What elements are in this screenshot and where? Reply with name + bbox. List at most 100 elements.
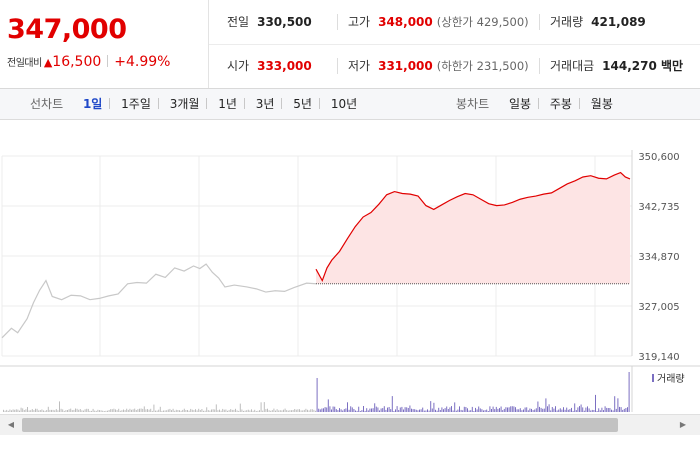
volume-bar bbox=[95, 410, 97, 412]
chart-scrollbar[interactable]: ◀ ▶ bbox=[0, 414, 700, 435]
volume-bar bbox=[207, 410, 209, 412]
volume-bar bbox=[239, 403, 241, 412]
volume-bar bbox=[596, 411, 598, 412]
volume-bar bbox=[228, 410, 230, 412]
volume-bar bbox=[180, 410, 182, 412]
volume-bar bbox=[44, 410, 46, 412]
volume-bar bbox=[387, 407, 388, 412]
volume-bar bbox=[275, 410, 276, 412]
tab-monthly-candle[interactable]: 월봉 bbox=[590, 97, 613, 111]
volume-bar bbox=[407, 408, 409, 412]
volume-bar bbox=[268, 410, 270, 412]
volume-bar bbox=[569, 409, 571, 412]
scroll-left-icon[interactable]: ◀ bbox=[7, 420, 15, 429]
volume-bar bbox=[113, 408, 115, 412]
volume-bar bbox=[599, 410, 601, 412]
scroll-thumb[interactable] bbox=[22, 418, 618, 432]
volume-bar bbox=[300, 410, 302, 412]
volume-bar bbox=[67, 410, 68, 412]
volume-bar bbox=[393, 411, 395, 412]
volume-bar bbox=[305, 408, 307, 412]
volume-bar bbox=[76, 408, 78, 412]
volume-bar bbox=[257, 410, 259, 412]
volume-bar bbox=[212, 409, 214, 412]
volume-bar bbox=[87, 408, 89, 412]
volume-bar bbox=[14, 409, 16, 412]
volume-bar bbox=[94, 410, 96, 412]
volume-bar bbox=[483, 410, 484, 412]
volume-bar bbox=[420, 409, 422, 412]
volume-bar bbox=[527, 410, 529, 412]
volume-bar bbox=[283, 409, 284, 412]
volume-bar bbox=[444, 408, 446, 412]
volume-bar bbox=[542, 408, 544, 412]
tab-1year[interactable]: 1년 bbox=[218, 97, 237, 111]
stat-label: 저가 bbox=[348, 59, 371, 73]
tab-5year[interactable]: 5년 bbox=[293, 97, 312, 111]
volume-bar bbox=[380, 408, 382, 412]
volume-bar bbox=[124, 410, 126, 412]
volume-bar bbox=[151, 410, 153, 412]
tab-1day[interactable]: 1일 bbox=[82, 97, 103, 111]
volume-bar bbox=[524, 407, 526, 412]
volume-bar bbox=[379, 410, 380, 412]
volume-bar bbox=[225, 409, 227, 412]
volume-bar bbox=[607, 408, 609, 412]
tab-daily-candle[interactable]: 일봉 bbox=[508, 97, 532, 111]
volume-bar bbox=[339, 408, 340, 412]
volume-bar bbox=[388, 407, 390, 412]
volume-bar bbox=[163, 410, 164, 412]
volume-bar bbox=[462, 410, 464, 412]
volume-bar bbox=[455, 410, 457, 412]
volume-bar bbox=[403, 409, 404, 412]
volume-bar bbox=[75, 408, 76, 412]
volume-bar bbox=[326, 407, 328, 412]
volume-bar bbox=[604, 406, 606, 412]
volume-bar bbox=[89, 410, 91, 412]
volume-bar bbox=[558, 409, 560, 412]
divider bbox=[578, 98, 580, 109]
stat-label: 거래량 bbox=[550, 15, 584, 29]
volume-bar bbox=[537, 401, 539, 412]
volume-bar bbox=[363, 406, 364, 412]
tab-10year[interactable]: 10년 bbox=[330, 97, 358, 111]
volume-bar bbox=[267, 408, 268, 412]
volume-bar bbox=[51, 409, 52, 412]
volume-bar bbox=[259, 410, 260, 412]
volume-bar bbox=[255, 411, 257, 412]
volume-bar bbox=[404, 407, 406, 412]
volume-bar bbox=[102, 410, 104, 412]
volume-bar bbox=[145, 409, 147, 412]
volume-bar bbox=[385, 409, 387, 412]
tab-1week[interactable]: 1주일 bbox=[121, 97, 151, 111]
volume-bar bbox=[318, 408, 320, 412]
volume-bar bbox=[476, 409, 478, 412]
stat-value: 348,000 bbox=[378, 15, 433, 29]
tab-weekly-candle[interactable]: 주봉 bbox=[549, 97, 572, 111]
volume-bar bbox=[284, 408, 286, 412]
volume-bar bbox=[195, 409, 196, 412]
volume-bar bbox=[46, 410, 48, 412]
tab-3month[interactable]: 3개월 bbox=[169, 97, 200, 111]
stat-prev-close: 전일 330,500 bbox=[227, 0, 312, 44]
price-change: 전일대비 ▲16,500 +4.99% bbox=[7, 54, 171, 70]
volume-bar bbox=[566, 407, 568, 412]
volume-bar bbox=[415, 409, 417, 412]
volume-bar bbox=[495, 406, 497, 412]
volume-bar bbox=[185, 410, 187, 412]
volume-bar bbox=[436, 410, 438, 412]
volume-bar bbox=[166, 410, 168, 412]
volume-bar bbox=[23, 410, 25, 412]
volume-bar bbox=[123, 409, 124, 412]
today-price-line bbox=[315, 171, 631, 283]
volume-bar bbox=[603, 410, 604, 412]
stat-volume: 거래량 421,089 bbox=[539, 14, 646, 30]
y-tick-label: 334,870 bbox=[638, 252, 679, 263]
scroll-right-icon[interactable]: ▶ bbox=[679, 420, 687, 429]
volume-bar bbox=[321, 408, 323, 412]
volume-bar bbox=[84, 409, 86, 412]
volume-bar bbox=[497, 408, 499, 412]
volume-bar bbox=[137, 409, 139, 412]
tab-3year[interactable]: 3년 bbox=[255, 97, 275, 111]
volume-bar bbox=[606, 407, 608, 412]
